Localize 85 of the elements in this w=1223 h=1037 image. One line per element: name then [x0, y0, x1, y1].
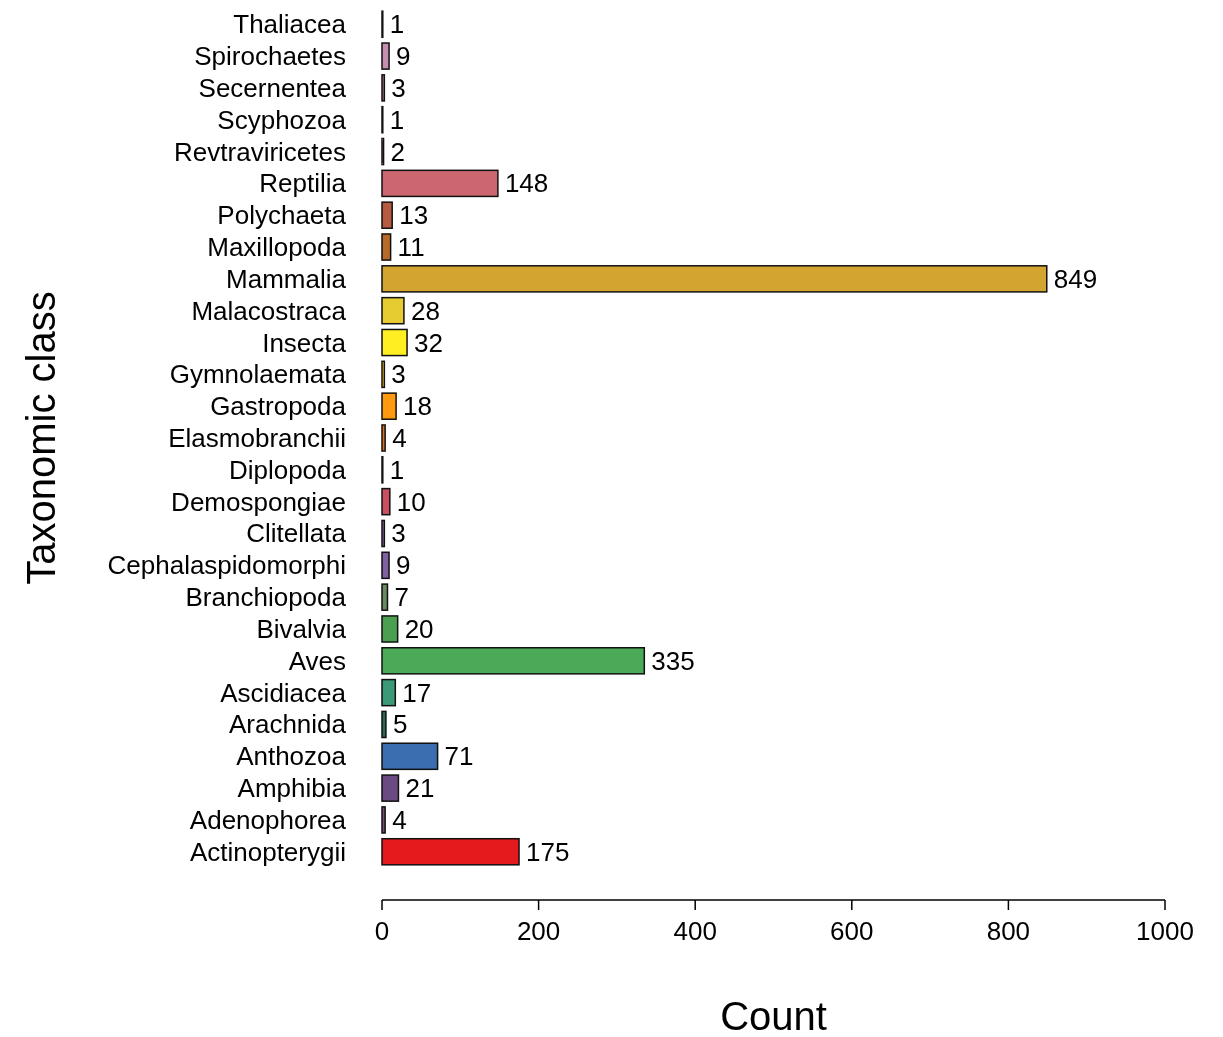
y-tick-label: Gastropoda [210, 391, 347, 422]
x-axis-title: Count [720, 994, 827, 1037]
data-label: 335 [651, 645, 695, 676]
y-tick-label: Insecta [262, 327, 347, 358]
y-tick-label: Ascidiacea [220, 677, 347, 708]
bar [381, 742, 439, 771]
data-label: 849 [1053, 263, 1098, 294]
data-label: 21 [405, 773, 435, 804]
bar [381, 551, 390, 580]
y-tick-label: Aves [288, 645, 346, 676]
y-tick-label: Demospongiae [171, 486, 346, 517]
y-tick-label: Arachnida [228, 709, 347, 740]
bar [381, 328, 408, 357]
y-tick-label: Amphibia [237, 773, 347, 804]
data-label: 7 [394, 582, 409, 613]
bar [381, 487, 391, 516]
y-tick-label: Actinopterygii [189, 836, 346, 867]
y-tick-label: Diplopoda [228, 454, 347, 485]
bar [381, 169, 499, 198]
data-label: 4 [392, 804, 407, 835]
data-label: 1 [389, 9, 405, 40]
bar [381, 837, 520, 866]
data-label: 3 [391, 518, 406, 549]
data-label: 175 [526, 836, 570, 867]
y-tick-label: Scyphozoa [217, 104, 347, 135]
data-label: 11 [397, 232, 425, 263]
y-tick-label: Anthozoa [236, 741, 347, 772]
y-tick-label: Gymnolaemata [169, 359, 347, 390]
bar [381, 583, 389, 611]
data-label: 4 [392, 423, 407, 453]
y-tick-label: Secernentea [198, 72, 347, 103]
bar [381, 774, 400, 802]
bar [381, 806, 386, 834]
bar [381, 647, 646, 675]
y-tick-label: Reptilia [259, 168, 347, 199]
data-label: 1 [389, 104, 405, 135]
data-label: 5 [392, 709, 408, 740]
bar [381, 42, 390, 70]
bar [381, 360, 386, 389]
bar [381, 392, 397, 420]
x-tick-label: 200 [516, 916, 561, 946]
x-tick-label: 400 [673, 916, 717, 946]
y-axis-title: Taxonomic class [19, 291, 63, 585]
y-tick-label: Mammalia [226, 263, 347, 294]
data-label: 3 [391, 359, 406, 390]
bar [381, 424, 386, 452]
x-tick-label: 1000 [1136, 916, 1194, 946]
data-label: 9 [396, 550, 411, 581]
y-tick-label: Adenophorea [189, 804, 347, 835]
data-label: 148 [504, 168, 549, 199]
y-tick-label: Revtraviricetes [174, 136, 346, 167]
y-tick-label: Maxillopoda [207, 232, 347, 263]
data-label: 18 [403, 391, 433, 422]
x-tick-label: 800 [986, 916, 1031, 946]
data-label: 13 [399, 200, 429, 231]
data-label: 3 [391, 72, 406, 103]
bar [381, 615, 399, 643]
bar [381, 296, 405, 325]
y-tick-label: Clitellata [246, 518, 347, 549]
x-tick-label: 600 [830, 916, 874, 946]
bar [381, 74, 386, 102]
x-tick-label: 0 [374, 916, 390, 946]
data-label: 32 [414, 327, 443, 358]
data-label: 17 [402, 677, 432, 708]
y-tick-label: Polychaeta [217, 200, 347, 231]
bar [381, 233, 392, 261]
y-tick-label: Spirochaetes [194, 41, 346, 72]
data-label: 1 [389, 454, 405, 485]
bar [381, 201, 393, 229]
bar [381, 519, 386, 548]
bar [381, 710, 387, 739]
y-tick-label: Elasmobranchii [168, 423, 346, 453]
data-label: 71 [444, 741, 474, 772]
bar [381, 265, 1048, 293]
data-label: 10 [396, 486, 426, 517]
y-tick-label: Branchiopoda [185, 582, 347, 613]
y-tick-label: Bivalvia [256, 613, 347, 644]
data-label: 2 [390, 136, 406, 167]
y-tick-label: Malacostraca [191, 295, 347, 326]
y-tick-label: Thaliacea [233, 9, 347, 40]
y-tick-label: Cephalaspidomorphi [107, 550, 346, 581]
data-label: 9 [396, 41, 411, 72]
data-label: 28 [410, 295, 440, 326]
data-label: 20 [404, 613, 434, 644]
bar [381, 678, 397, 707]
